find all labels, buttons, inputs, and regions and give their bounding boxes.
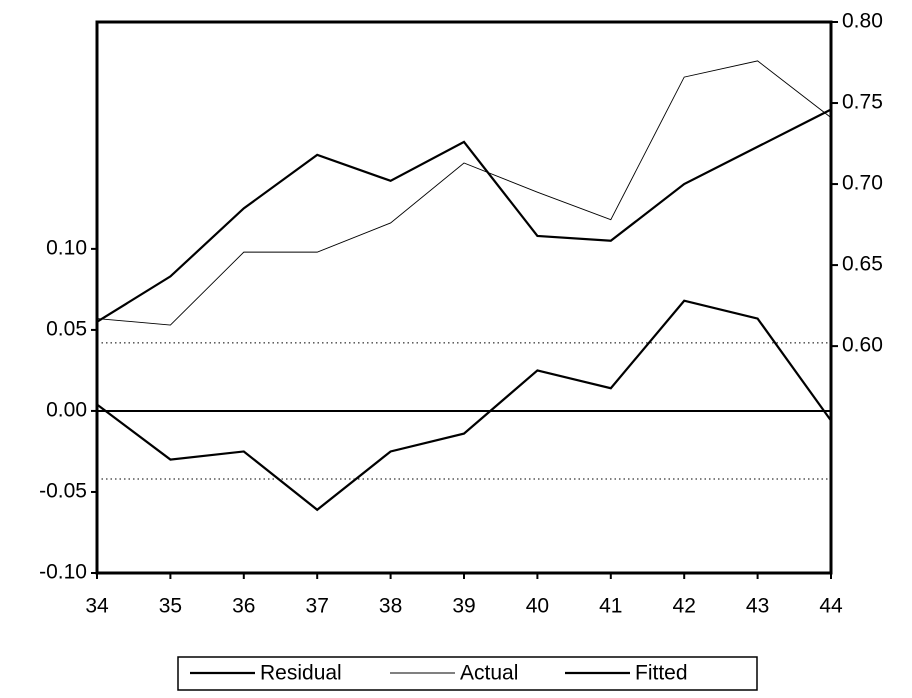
y-tick-label: 0.00 (46, 398, 87, 421)
series-line (96, 108, 832, 323)
series-line (96, 299, 832, 512)
x-tick-label: 44 (819, 595, 843, 618)
x-tick-label: 36 (232, 595, 255, 618)
x-tick-label: 37 (306, 595, 329, 618)
x-tick-label: 42 (673, 595, 696, 618)
legend-label: Actual (460, 662, 518, 685)
y2-tick-label: 0.70 (842, 172, 883, 195)
legend-box (177, 656, 758, 691)
x-tick-label: 38 (379, 595, 402, 618)
x-tick-label: 43 (746, 595, 769, 618)
x-tick-label: 34 (85, 595, 109, 618)
y2-tick-label: 0.75 (842, 91, 883, 114)
legend-label: Fitted (635, 662, 688, 685)
y-tick-label: -0.05 (39, 480, 87, 503)
x-tick-label: 39 (452, 595, 475, 618)
y-tick-label: 0.10 (46, 236, 87, 259)
plot-frame (95, 20, 833, 575)
x-tick-label: 35 (159, 595, 182, 618)
x-tick-label: 40 (526, 595, 549, 618)
series-line (96, 60, 832, 326)
legend-label: Residual (260, 662, 342, 685)
y2-tick-label: 0.80 (842, 10, 883, 33)
y-tick-label: 0.05 (46, 317, 87, 340)
x-tick-label: 41 (599, 595, 622, 618)
y2-tick-label: 0.60 (842, 334, 883, 357)
y2-tick-label: 0.65 (842, 253, 883, 276)
y-tick-label: -0.10 (39, 561, 87, 584)
